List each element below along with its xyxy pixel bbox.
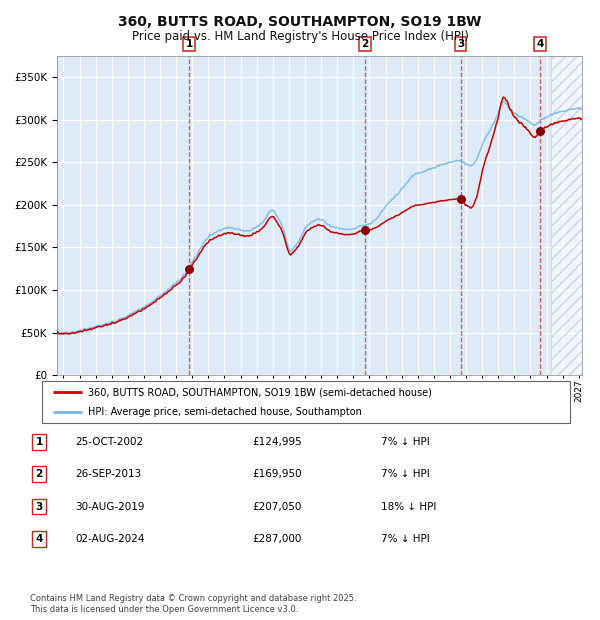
Text: 1: 1 [186,39,193,49]
Text: £124,995: £124,995 [252,437,302,447]
Text: £287,000: £287,000 [252,534,301,544]
Text: 3: 3 [457,39,464,49]
Text: 2: 2 [362,39,369,49]
Text: 360, BUTTS ROAD, SOUTHAMPTON, SO19 1BW: 360, BUTTS ROAD, SOUTHAMPTON, SO19 1BW [118,16,482,30]
Text: 18% ↓ HPI: 18% ↓ HPI [381,502,436,512]
Text: 25-OCT-2002: 25-OCT-2002 [75,437,143,447]
Text: HPI: Average price, semi-detached house, Southampton: HPI: Average price, semi-detached house,… [88,407,362,417]
Text: 4: 4 [35,534,43,544]
Point [456,194,466,204]
Text: £169,950: £169,950 [252,469,302,479]
Text: Price paid vs. HM Land Registry's House Price Index (HPI): Price paid vs. HM Land Registry's House … [131,30,469,43]
Text: Contains HM Land Registry data © Crown copyright and database right 2025.
This d: Contains HM Land Registry data © Crown c… [30,595,356,614]
Text: 7% ↓ HPI: 7% ↓ HPI [381,534,430,544]
Bar [551,56,598,375]
Text: 26-SEP-2013: 26-SEP-2013 [75,469,141,479]
Point [185,264,194,273]
Text: 7% ↓ HPI: 7% ↓ HPI [381,437,430,447]
Text: 1: 1 [35,437,43,447]
Text: 3: 3 [35,502,43,512]
Point [535,126,545,136]
Text: 4: 4 [536,39,544,49]
Text: 2: 2 [35,469,43,479]
Text: 7% ↓ HPI: 7% ↓ HPI [381,469,430,479]
Text: £207,050: £207,050 [252,502,301,512]
Point [361,226,370,236]
Text: 360, BUTTS ROAD, SOUTHAMPTON, SO19 1BW (semi-detached house): 360, BUTTS ROAD, SOUTHAMPTON, SO19 1BW (… [88,387,433,397]
Text: 30-AUG-2019: 30-AUG-2019 [75,502,145,512]
Text: 02-AUG-2024: 02-AUG-2024 [75,534,145,544]
